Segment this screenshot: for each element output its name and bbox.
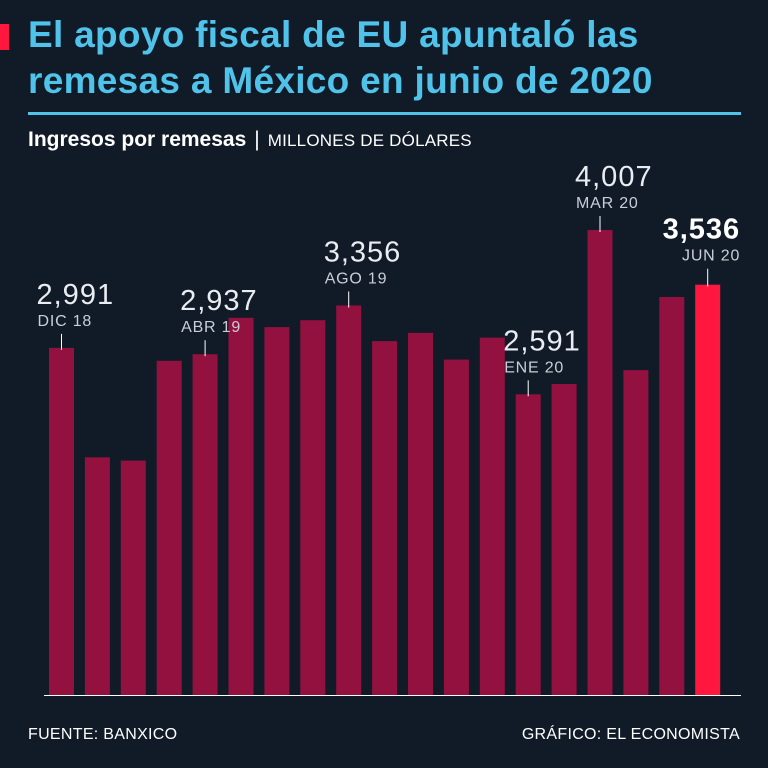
value-label: 2,937 (180, 285, 258, 317)
bar (623, 370, 649, 695)
chart-title: El apoyo fiscal de EU apuntaló las remes… (28, 14, 653, 101)
bar (300, 320, 326, 695)
chart-subtitle: Ingresos por remesas | MILLONES DE DÓLARES (28, 126, 472, 155)
bar (49, 347, 74, 695)
bar (408, 332, 433, 695)
bar (659, 297, 685, 695)
bar-highlight (695, 284, 721, 695)
title-accent-bar (0, 24, 9, 50)
bar (515, 394, 541, 695)
title-divider (28, 112, 741, 115)
subtitle-units: MILLONES DE DÓLARES (267, 131, 472, 150)
bar (479, 337, 505, 695)
bar (156, 360, 182, 695)
bar (228, 317, 254, 695)
bar (587, 230, 613, 695)
bar (336, 305, 362, 695)
value-label: 2,591 (503, 325, 581, 357)
bar (120, 460, 146, 695)
date-label: MAR 20 (576, 195, 639, 212)
bar (443, 359, 469, 695)
date-label: AGO 19 (325, 271, 388, 288)
bar (551, 384, 577, 695)
bar (372, 341, 398, 695)
value-label: 4,007 (575, 161, 653, 193)
subtitle-main: Ingresos por remesas (28, 128, 247, 151)
bar (84, 457, 110, 695)
bar (264, 327, 290, 695)
date-label: DIC 18 (38, 313, 93, 330)
date-label: ABR 19 (181, 319, 241, 336)
credit-note: GRÁFICO: EL ECONOMISTA (521, 726, 740, 743)
value-label: 3,356 (324, 237, 402, 269)
subtitle-separator: | (254, 128, 260, 151)
bar (192, 354, 218, 695)
value-label: 3,536 (663, 214, 741, 246)
source-note: FUENTE: BANXICO (28, 726, 178, 743)
value-label: 2,991 (37, 279, 115, 311)
date-label: JUN 20 (682, 248, 740, 265)
date-label: ENE 20 (504, 359, 564, 376)
